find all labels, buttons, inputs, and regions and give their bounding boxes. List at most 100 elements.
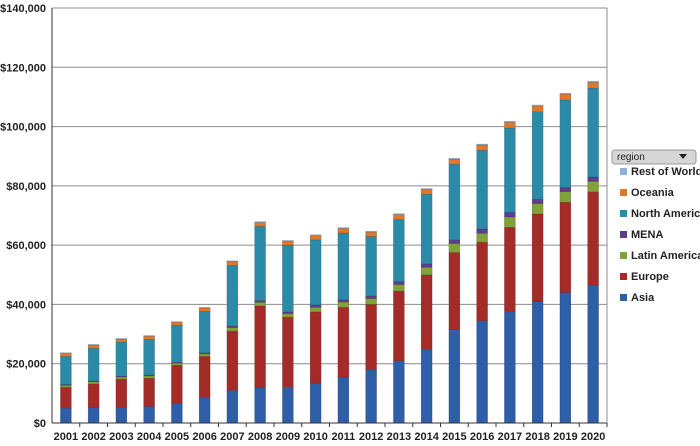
x-tick-label: 2018: [525, 431, 549, 443]
y-tick-label: $100,000: [0, 122, 46, 134]
bar-segment-rest-of-world: [337, 227, 350, 229]
x-tick-label: 2005: [165, 431, 189, 443]
bar-segment-latin-america: [587, 181, 599, 193]
legend-item-north-america: North America: [620, 208, 700, 220]
bar-segment-asia: [559, 292, 572, 424]
bar-stack-2020: [587, 80, 599, 424]
legend-swatch: [620, 294, 627, 301]
y-tick-label: $20,000: [6, 359, 46, 371]
chevron-down-icon[interactable]: [679, 154, 687, 159]
bar-segment-asia: [171, 403, 183, 424]
legend-label: North America: [631, 208, 700, 220]
bar-segment-europe: [143, 377, 155, 407]
region-filter-box[interactable]: [611, 149, 697, 165]
legend-item-rest-of-world: Rest of World: [620, 166, 700, 178]
bar-segment-north-america: [448, 163, 461, 241]
bar-segment-north-america: [337, 232, 350, 300]
bar-segment-europe: [448, 252, 461, 330]
bar-stack-2002: [87, 344, 100, 424]
bar-segment-north-america: [476, 150, 488, 230]
x-tick-label: 2019: [553, 431, 577, 443]
legend-swatch: [620, 189, 627, 196]
x-tick-label: 2008: [248, 431, 272, 443]
x-tick-label: 2010: [303, 431, 327, 443]
bar-segment-europe: [337, 307, 350, 378]
y-tick-label: $60,000: [6, 240, 46, 252]
legend-swatch: [620, 231, 627, 238]
region-filter-dropdown[interactable]: region: [611, 149, 697, 165]
bar-segment-north-america: [254, 226, 266, 301]
legend-swatch: [620, 273, 627, 280]
bar-segment-europe: [476, 241, 488, 321]
bar-segment-latin-america: [226, 327, 239, 332]
bar-segment-mena: [587, 176, 599, 182]
bar-segment-latin-america: [198, 353, 211, 357]
y-tick-label: $0: [34, 418, 46, 430]
bar-segment-latin-america: [171, 362, 183, 366]
bar-segment-rest-of-world: [60, 352, 72, 354]
bar-segment-europe: [87, 383, 100, 408]
bar-segment-asia: [282, 386, 294, 424]
legend-label: Asia: [631, 292, 655, 304]
bar-segment-oceania: [393, 214, 405, 220]
bar-segment-asia: [115, 407, 128, 424]
bar-stack-2008: [254, 221, 266, 424]
legend-swatch: [620, 168, 627, 175]
x-tick-label: 2004: [137, 431, 162, 443]
bar-segment-asia: [198, 397, 211, 424]
bar-segment-mena: [226, 325, 239, 328]
bar-segment-mena: [365, 295, 377, 299]
bar-segment-europe: [365, 304, 377, 370]
legend-swatch: [620, 210, 627, 217]
bar-segment-latin-america: [365, 298, 377, 305]
bar-segment-asia: [254, 387, 266, 424]
x-tick-label: 2015: [442, 431, 466, 443]
legend-label: MENA: [631, 229, 663, 241]
bar-segment-rest-of-world: [476, 143, 488, 146]
bar-segment-rest-of-world: [587, 80, 599, 83]
bar-segment-asia: [448, 329, 461, 424]
bar-stack-2018: [531, 104, 544, 424]
bar-segment-mena: [393, 281, 405, 285]
bar-segment-europe: [115, 378, 128, 408]
bar-stack-2016: [476, 143, 488, 424]
bar-segment-rest-of-world: [115, 338, 128, 340]
y-tick-label: $120,000: [0, 62, 46, 74]
x-tick-label: 2002: [81, 431, 105, 443]
bar-segment-oceania: [309, 235, 322, 241]
bar-segment-rest-of-world: [143, 335, 155, 337]
bar-segment-north-america: [60, 356, 72, 385]
x-tick-labels: 2001 2002 2003 2004 2005 2006 2007 2008 2009 2010…: [54, 431, 606, 443]
bar-segment-oceania: [365, 231, 377, 237]
bar-segment-mena: [309, 304, 322, 308]
bar-segment-north-america: [559, 99, 572, 188]
bar-segment-north-america: [504, 127, 516, 213]
bar-segment-rest-of-world: [226, 260, 239, 262]
bar-segment-oceania: [476, 144, 488, 151]
bar-segment-rest-of-world: [559, 92, 572, 95]
bar-segment-rest-of-world: [87, 344, 100, 346]
x-tick-label: 2014: [414, 431, 439, 443]
legend-item-oceania: Oceania: [620, 187, 675, 199]
legend-item-latin-america: Latin America: [620, 250, 700, 262]
legend-swatch: [620, 252, 627, 259]
bar-segment-latin-america: [60, 385, 72, 388]
bar-segment-mena: [171, 361, 183, 364]
bar-segment-oceania: [198, 307, 211, 312]
bar-segment-mena: [559, 187, 572, 193]
bar-segment-asia: [420, 348, 433, 424]
x-tick-label: 2003: [109, 431, 133, 443]
bar-segment-latin-america: [309, 307, 322, 313]
bar-segment-latin-america: [87, 381, 100, 385]
bar-segment-north-america: [115, 341, 128, 377]
bar-segment-europe: [171, 364, 183, 404]
bar-segment-mena: [282, 311, 294, 314]
bar-segment-europe: [420, 274, 433, 350]
y-tick-labels: $0 $20,000 $40,000 $60,000 $80,000 $100,000 $1…: [0, 3, 46, 430]
bar-segment-rest-of-world: [504, 120, 516, 123]
bar-segment-asia: [337, 376, 350, 424]
bar-segment-oceania: [420, 189, 433, 195]
legend-label: Latin America: [631, 250, 700, 262]
bar-segment-oceania: [282, 241, 294, 246]
x-tick-label: 2017: [498, 431, 522, 443]
